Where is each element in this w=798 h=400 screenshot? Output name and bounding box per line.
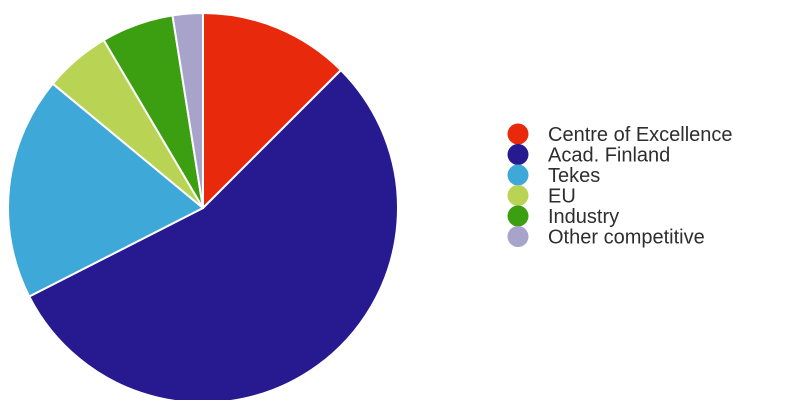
legend-label-eu: EU	[548, 186, 576, 208]
legend-swatch-acad-finland	[507, 144, 529, 165]
pie-slice-tekes	[7, 82, 204, 298]
legend-item-eu: EU	[507, 185, 576, 208]
legend-item-tekes: Tekes	[507, 164, 600, 187]
pie-slice-centre-of-excellence	[202, 12, 342, 209]
legend-swatch-centre-of-excellence	[507, 123, 529, 145]
legend-swatch-tekes	[507, 164, 529, 186]
legend-label-tekes: Tekes	[548, 165, 600, 187]
pie-slices	[7, 12, 399, 400]
legend-swatch-eu	[507, 185, 529, 206]
pie-slice-acad-finland	[28, 69, 399, 400]
legend-swatch-other-competitive	[507, 226, 529, 247]
legend-label-other-competitive: Other competitive	[548, 227, 705, 249]
legend-item-industry: Industry	[507, 205, 619, 228]
legend-item-centre-of-excellence: Centre of Excellence	[507, 123, 733, 146]
legend-label-industry: Industry	[548, 206, 619, 228]
legend-swatch-industry	[507, 205, 529, 227]
legend-item-other-competitive: Other competitive	[507, 226, 705, 249]
legend-label-centre-of-excellence: Centre of Excellence	[548, 124, 733, 146]
legend-item-acad-finland: Acad. Finland	[507, 144, 670, 167]
legend-label-acad-finland: Acad. Finland	[548, 145, 670, 167]
pie-slice-other-competitive	[171, 12, 204, 209]
